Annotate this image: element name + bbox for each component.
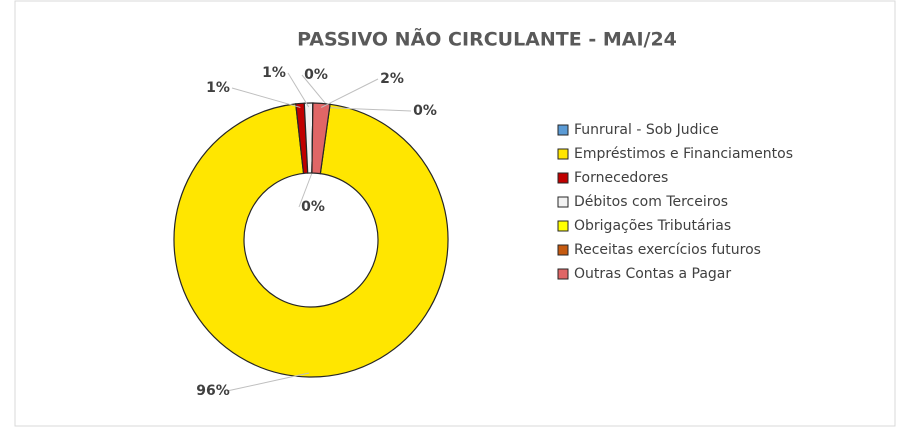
leader-line	[298, 172, 313, 208]
data-label: 1%	[262, 65, 286, 81]
legend-swatch	[557, 220, 569, 232]
legend-swatch	[557, 196, 569, 208]
legend-label: Receitas exercícios futuros	[574, 242, 761, 258]
data-label: 2%	[380, 71, 404, 87]
data-label: 0%	[413, 103, 437, 119]
legend-swatch	[557, 268, 569, 280]
legend-label: Obrigações Tributárias	[574, 218, 731, 234]
leader-line	[287, 72, 310, 108]
slice	[173, 103, 449, 378]
legend-label: Empréstimos e Financiamentos	[574, 146, 793, 162]
data-label: 0%	[301, 199, 325, 215]
leader-line	[231, 87, 301, 108]
legend-label: Funrural - Sob Judice	[574, 122, 719, 138]
chart-area	[14, 0, 896, 427]
legend-swatch	[557, 124, 569, 136]
legend-label: Débitos com Terceiros	[574, 194, 728, 210]
legend-label: Fornecedores	[574, 170, 668, 186]
leader-line	[226, 372, 310, 392]
data-label: 0%	[304, 67, 328, 83]
data-label: 1%	[206, 80, 230, 96]
legend-swatch	[557, 148, 569, 160]
legend-swatch	[557, 172, 569, 184]
legend-swatch	[557, 244, 569, 256]
slice	[311, 102, 331, 175]
data-label: 96%	[196, 383, 230, 399]
leader-line	[320, 78, 379, 108]
chart-title: PASSIVO NÃO CIRCULANTE - MAI/24	[297, 27, 677, 51]
legend-label: Outras Contas a Pagar	[574, 266, 731, 282]
leader-line	[301, 74, 330, 109]
